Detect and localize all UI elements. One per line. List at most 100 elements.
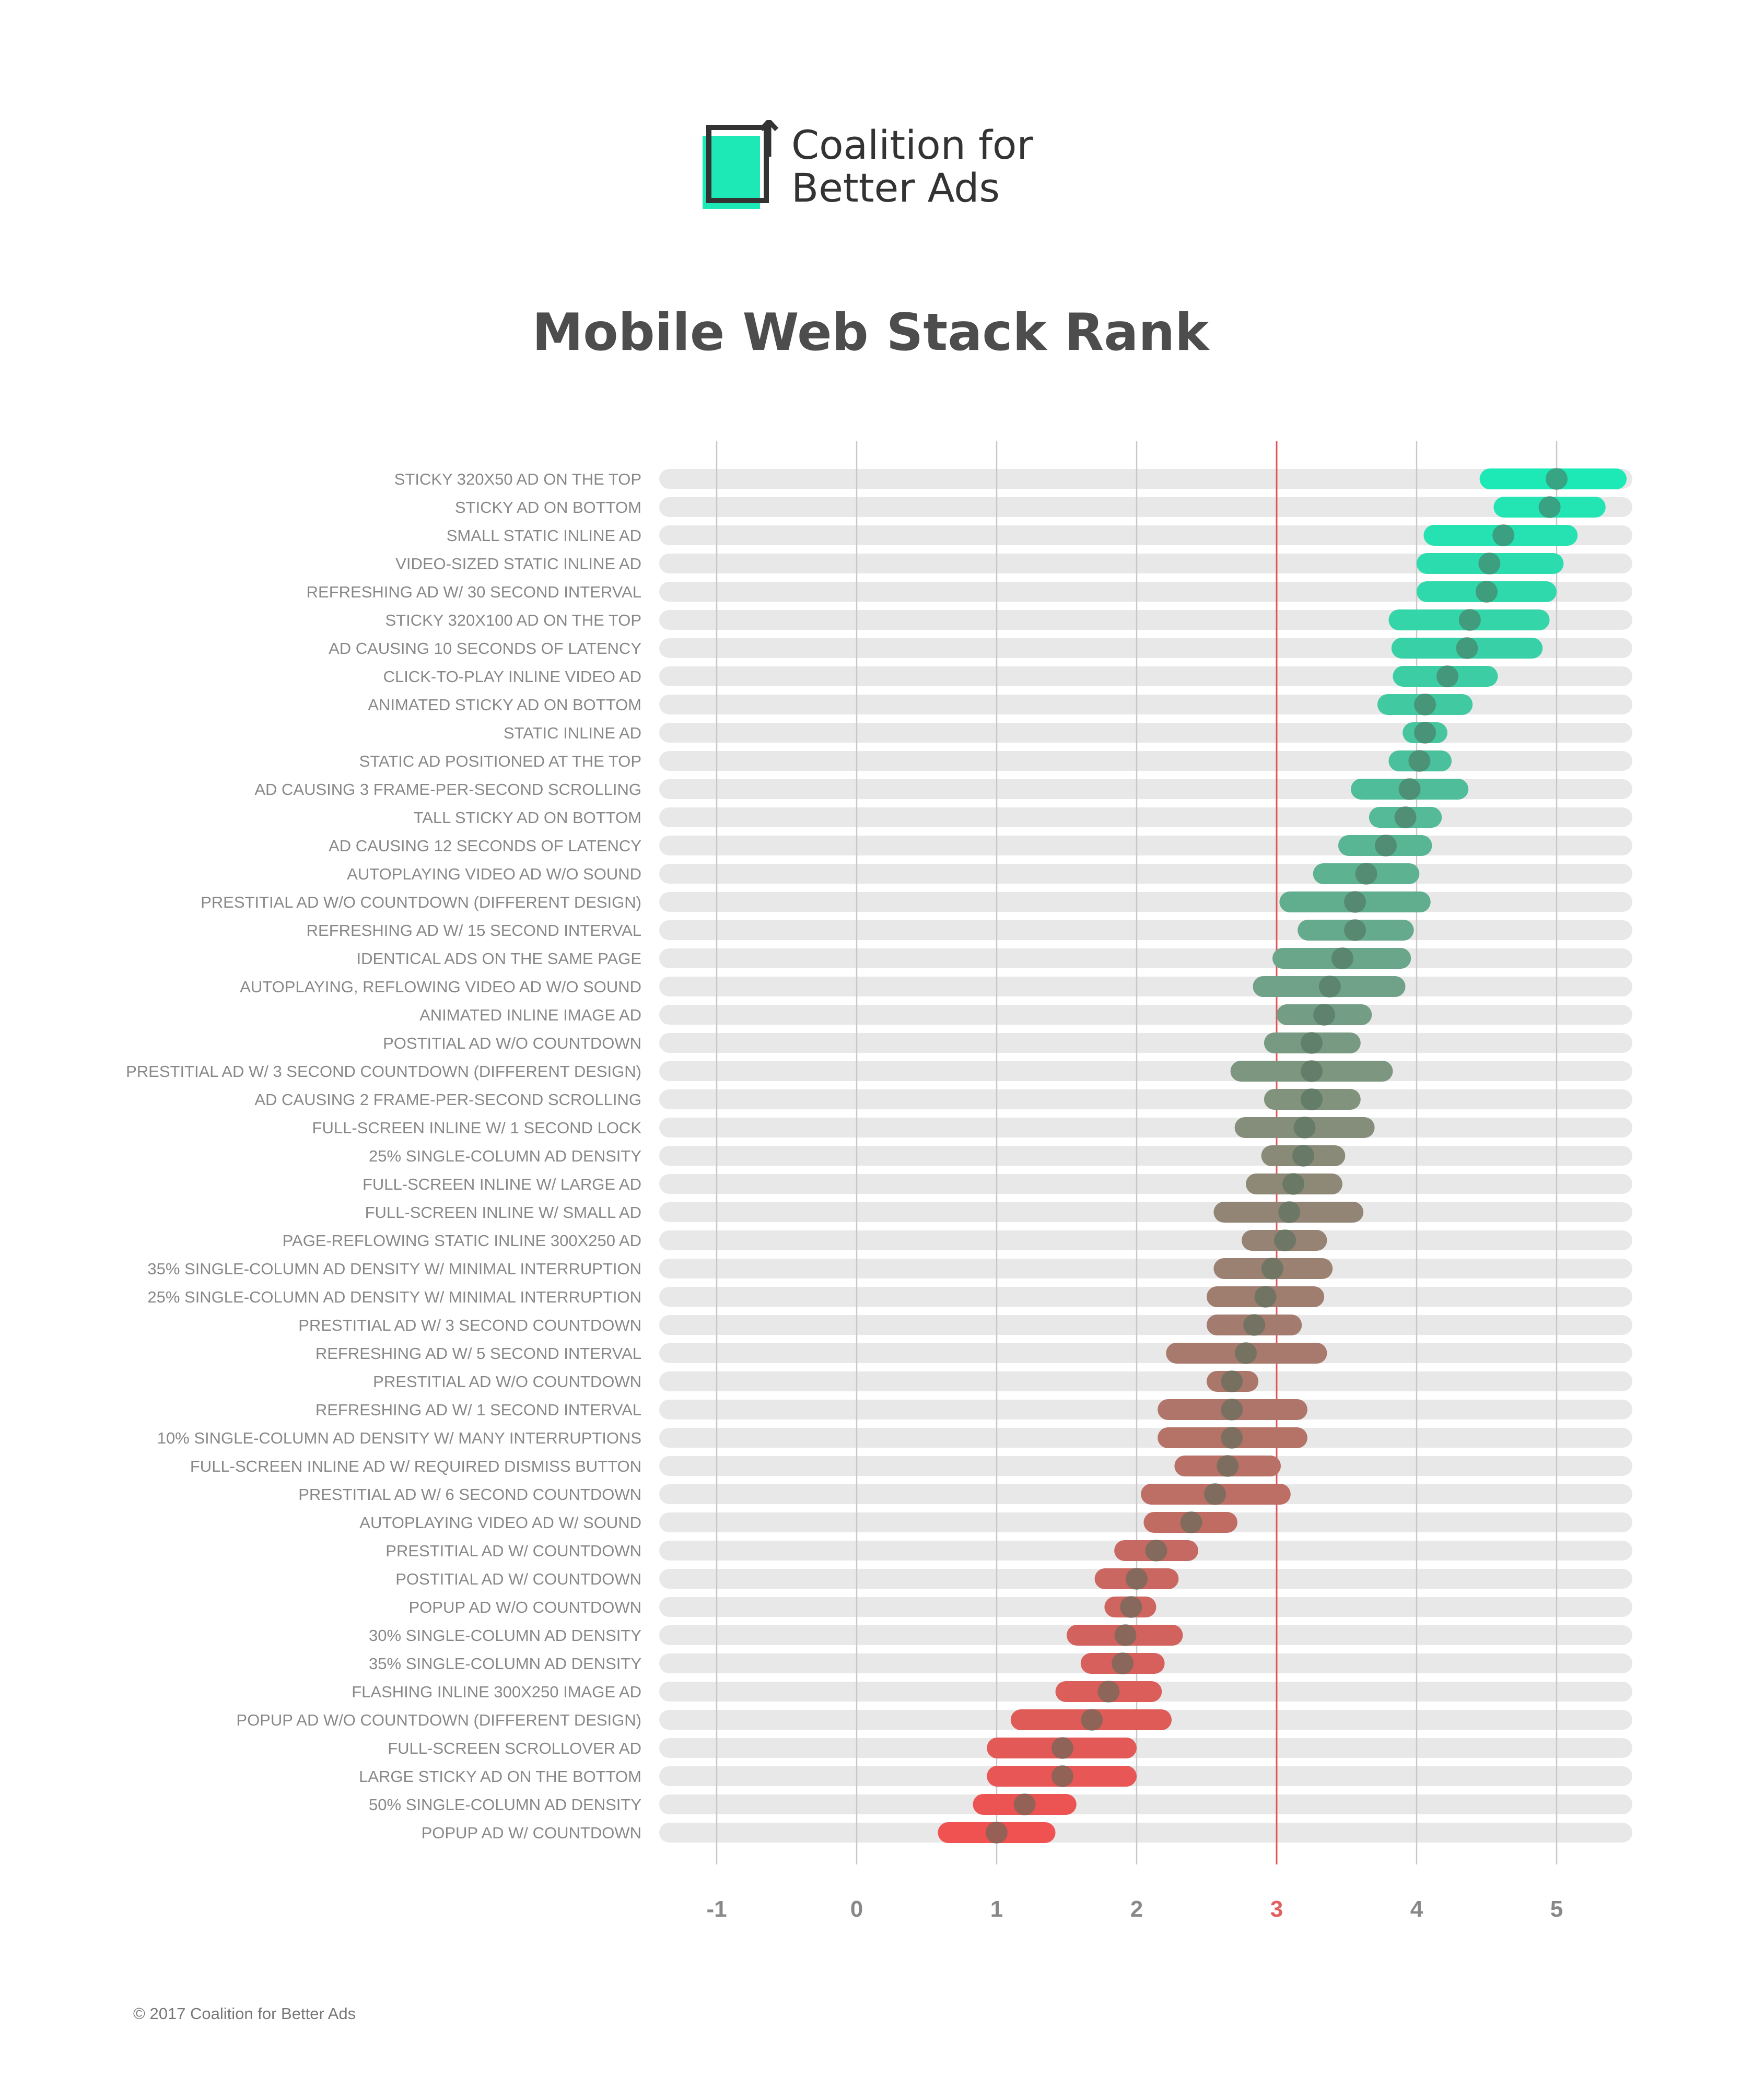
page-title: Mobile Web Stack Rank bbox=[532, 303, 1209, 362]
score-dot bbox=[1476, 581, 1498, 603]
row-track bbox=[659, 554, 1632, 573]
row-label: POPUP AD W/O COUNTDOWN bbox=[408, 1598, 641, 1616]
row-label: PRESTITIAL AD W/O COUNTDOWN bbox=[373, 1372, 641, 1391]
row-track bbox=[659, 497, 1632, 517]
row-track bbox=[659, 1118, 1632, 1137]
row-label: PRESTITIAL AD W/ 6 SECOND COUNTDOWN bbox=[298, 1485, 641, 1504]
row-track bbox=[659, 1823, 1632, 1843]
row-label: 35% SINGLE-COLUMN AD DENSITY bbox=[369, 1655, 641, 1673]
row-track bbox=[659, 864, 1632, 884]
score-dot bbox=[1293, 1117, 1316, 1139]
row-label: AD CAUSING 3 FRAME-PER-SECOND SCROLLING bbox=[254, 780, 641, 799]
row-label: STICKY AD ON BOTTOM bbox=[455, 498, 641, 517]
row-track bbox=[659, 1146, 1632, 1166]
score-dot bbox=[1355, 863, 1377, 885]
row-track bbox=[659, 807, 1632, 827]
score-dot bbox=[1217, 1455, 1239, 1477]
row-label: STICKY 320X50 AD ON THE TOP bbox=[394, 470, 641, 488]
score-dot bbox=[1492, 524, 1515, 546]
score-dot bbox=[1538, 496, 1561, 518]
row-track bbox=[659, 582, 1632, 602]
score-dot bbox=[1013, 1793, 1036, 1815]
row-track bbox=[659, 779, 1632, 799]
row-track bbox=[659, 525, 1632, 545]
score-dot bbox=[1097, 1681, 1120, 1703]
row-track bbox=[659, 751, 1632, 771]
row-track bbox=[659, 610, 1632, 630]
row-track bbox=[659, 977, 1632, 996]
score-dot bbox=[1261, 1258, 1283, 1280]
row-label: IDENTICAL ADS ON THE SAME PAGE bbox=[357, 949, 642, 968]
row-label: REFRESHING AD W/ 5 SECOND INTERVAL bbox=[316, 1344, 641, 1363]
row-track bbox=[659, 1766, 1632, 1786]
row-label: SMALL STATIC INLINE AD bbox=[447, 526, 641, 545]
row-label: TALL STICKY AD ON BOTTOM bbox=[414, 808, 641, 827]
row-label: STATIC INLINE AD bbox=[504, 724, 641, 742]
score-dot bbox=[1375, 835, 1397, 857]
score-dot bbox=[1282, 1173, 1305, 1195]
row-track bbox=[659, 892, 1632, 912]
row-track bbox=[659, 1089, 1632, 1109]
row-track bbox=[659, 1005, 1632, 1025]
score-dot bbox=[1458, 609, 1481, 631]
row-track bbox=[659, 1738, 1632, 1758]
row-track bbox=[659, 1202, 1632, 1222]
row-label: PRESTITIAL AD W/ COUNTDOWN bbox=[385, 1542, 641, 1560]
row-label: PRESTITIAL AD W/ 3 SECOND COUNTDOWN bbox=[298, 1316, 641, 1334]
score-dot bbox=[1221, 1427, 1243, 1449]
row-label: 50% SINGLE-COLUMN AD DENSITY bbox=[369, 1796, 641, 1814]
score-dot bbox=[1344, 891, 1366, 913]
row-track bbox=[659, 469, 1632, 489]
row-label: PRESTITIAL AD W/ 3 SECOND COUNTDOWN (DIF… bbox=[126, 1062, 641, 1081]
row-label: 30% SINGLE-COLUMN AD DENSITY bbox=[369, 1626, 641, 1645]
brand-name-line-1: Coalition for bbox=[791, 122, 1033, 168]
copyright-text: © 2017 Coalition for Better Ads bbox=[133, 2004, 356, 2023]
coalition-logo: Coalition for Better Ads bbox=[697, 120, 1053, 219]
row-track bbox=[659, 1343, 1632, 1363]
row-label: ANIMATED INLINE IMAGE AD bbox=[419, 1006, 641, 1024]
score-dot bbox=[1292, 1145, 1314, 1167]
row-label: FLASHING INLINE 300X250 IMAGE AD bbox=[352, 1683, 641, 1701]
row-track bbox=[659, 836, 1632, 855]
row-track bbox=[659, 666, 1632, 686]
row-label: AD CAUSING 2 FRAME-PER-SECOND SCROLLING bbox=[254, 1090, 641, 1109]
row-label: AUTOPLAYING VIDEO AD W/O SOUND bbox=[347, 865, 641, 883]
score-dot bbox=[1112, 1652, 1134, 1674]
score-dot bbox=[1051, 1737, 1073, 1759]
score-dot bbox=[1114, 1624, 1137, 1646]
row-label: REFRESHING AD W/ 15 SECOND INTERVAL bbox=[307, 921, 641, 940]
row-track bbox=[659, 1230, 1632, 1250]
score-dot bbox=[1145, 1540, 1167, 1562]
x-tick-label: 5 bbox=[1550, 1896, 1563, 1922]
score-dot bbox=[1221, 1370, 1243, 1392]
row-label: CLICK-TO-PLAY INLINE VIDEO AD bbox=[383, 667, 641, 686]
x-tick-label: 0 bbox=[850, 1896, 863, 1922]
score-dot bbox=[1318, 976, 1341, 998]
score-dot bbox=[1398, 778, 1421, 800]
brand-name-line-2: Better Ads bbox=[791, 165, 1000, 211]
row-track bbox=[659, 1174, 1632, 1194]
score-dot bbox=[1180, 1511, 1202, 1533]
score-dot bbox=[1301, 1032, 1323, 1054]
score-dot bbox=[1478, 553, 1501, 574]
x-tick-label: 3 bbox=[1270, 1896, 1283, 1922]
coalition-logo-icon bbox=[703, 120, 779, 209]
score-dot bbox=[1221, 1399, 1243, 1421]
row-label: REFRESHING AD W/ 30 SECOND INTERVAL bbox=[307, 583, 641, 601]
row-track bbox=[659, 638, 1632, 658]
score-dot bbox=[1254, 1286, 1277, 1308]
x-tick-label: -1 bbox=[706, 1896, 727, 1922]
row-track bbox=[659, 920, 1632, 940]
row-label: 35% SINGLE-COLUMN AD DENSITY W/ MINIMAL … bbox=[147, 1260, 641, 1278]
score-dot bbox=[1313, 1004, 1336, 1026]
row-label: LARGE STICKY AD ON THE BOTTOM bbox=[359, 1767, 641, 1786]
row-label: FULL-SCREEN INLINE W/ LARGE AD bbox=[363, 1175, 641, 1193]
row-track bbox=[659, 948, 1632, 968]
row-label: AUTOPLAYING VIDEO AD W/ SOUND bbox=[359, 1514, 641, 1532]
row-track bbox=[659, 1033, 1632, 1053]
score-dot bbox=[1408, 750, 1431, 772]
row-label: FULL-SCREEN INLINE W/ 1 SECOND LOCK bbox=[312, 1119, 642, 1137]
row-track bbox=[659, 1371, 1632, 1391]
score-dot bbox=[1546, 468, 1568, 490]
score-dot bbox=[1274, 1229, 1296, 1251]
